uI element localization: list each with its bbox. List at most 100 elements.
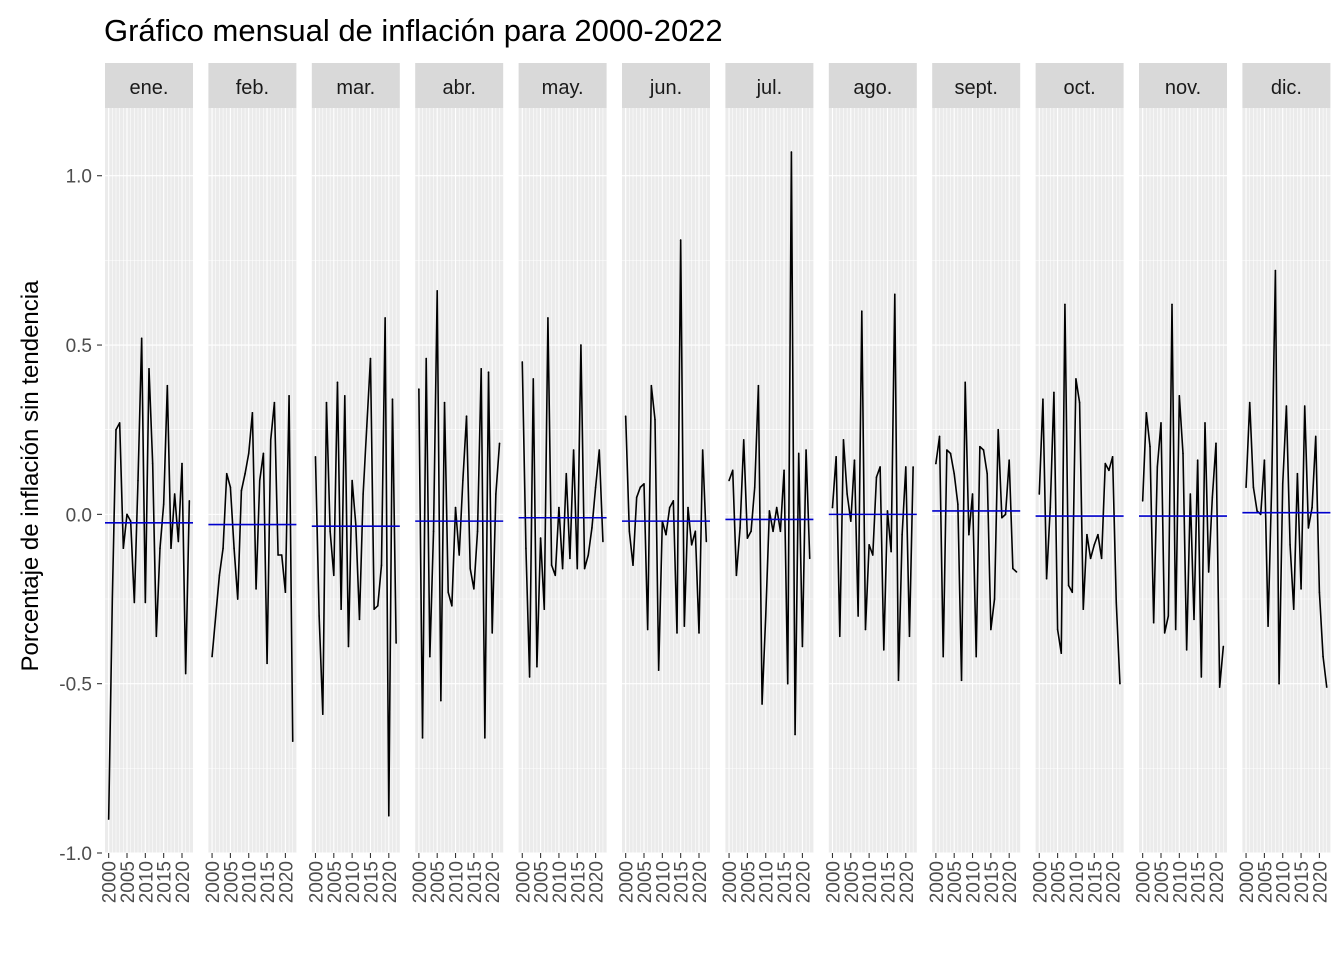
data-point [861,310,863,312]
data-point [380,564,383,566]
data-point [868,544,870,546]
data-point [166,384,169,387]
data-point [273,401,276,404]
data-point [447,591,450,594]
data-point [362,493,364,495]
data-point [786,682,789,685]
data-point [846,493,848,495]
data-point [229,486,232,489]
x-tick-label: 2005 [1255,861,1276,903]
data-point [1093,544,1096,546]
facet-strip-label: abr. [443,77,476,99]
data-point [558,506,560,509]
data-point [355,523,357,526]
data-point [790,151,793,153]
data-point [1314,435,1317,438]
y-tick-label: -1.0 [59,844,92,865]
data-point [465,415,468,417]
data-point [1152,621,1155,624]
data-point [1307,527,1310,529]
facet-strip [311,63,400,108]
data-point [901,533,903,536]
data-point [946,449,948,451]
data-point [805,449,807,451]
data-point [336,381,339,384]
x-tick-label: 2010 [964,861,985,903]
data-point [351,479,353,482]
data-point [908,635,911,638]
data-point [643,483,645,485]
data-point [1289,544,1291,546]
data-point [473,588,475,590]
data-point [912,466,914,468]
data-point [443,401,446,404]
data-point [429,655,431,658]
data-point [111,598,114,600]
x-tick-label: 2005 [532,861,553,903]
data-point [897,679,900,682]
data-point [576,567,579,570]
data-point [875,476,878,478]
data-point [580,344,582,346]
x-tick-label: 2005 [118,861,139,903]
x-tick-label: 2000 [203,861,224,903]
data-point [377,604,379,607]
data-point [694,530,697,533]
data-point [528,676,531,678]
data-point [1182,452,1184,455]
facet-strip-label: sept. [955,77,998,99]
data-point [768,510,771,512]
data-point [255,588,257,590]
data-point [654,418,656,421]
data-point [476,530,479,533]
data-point [1012,567,1014,570]
data-point [1248,401,1251,404]
data-point [184,672,187,675]
facet-strip-label: ago. [853,77,892,99]
data-point [373,608,375,610]
data-point [742,439,745,441]
data-point [181,462,183,465]
data-point [491,632,494,634]
data-point [979,445,981,448]
data-point [155,635,158,638]
facet-strip [828,63,917,108]
data-point [701,449,704,451]
data-point [236,598,239,600]
data-point [779,530,782,533]
data-point [687,506,689,509]
data-point [262,452,265,455]
facet-strip [208,63,297,108]
x-tick-label: 2010 [550,861,571,903]
data-point [222,547,224,550]
facet-strip-label: nov. [1165,77,1201,99]
data-point [388,814,390,817]
data-point [942,655,944,658]
data-point [1104,462,1107,465]
data-point [639,486,642,489]
x-tick-label: 2000 [720,861,741,903]
x-tick-label: 2005 [738,861,759,903]
data-point [938,435,941,438]
x-tick-label: 2015 [982,861,1003,903]
data-point [170,547,172,550]
data-point [421,737,424,739]
data-point [764,615,767,617]
x-tick-label: 2000 [823,861,844,903]
data-point [839,635,841,638]
data-point [968,533,970,536]
data-point [288,395,290,397]
x-tick-label: 2010 [1067,861,1088,903]
data-point [775,506,778,509]
data-point [329,530,331,533]
data-point [905,466,907,468]
data-point [536,665,538,668]
data-point [957,503,959,506]
data-point [986,472,988,475]
data-point [1322,655,1324,658]
data-point [247,452,250,455]
y-axis: -1.0 -0.5 0.0 0.5 1.0 [59,167,102,865]
